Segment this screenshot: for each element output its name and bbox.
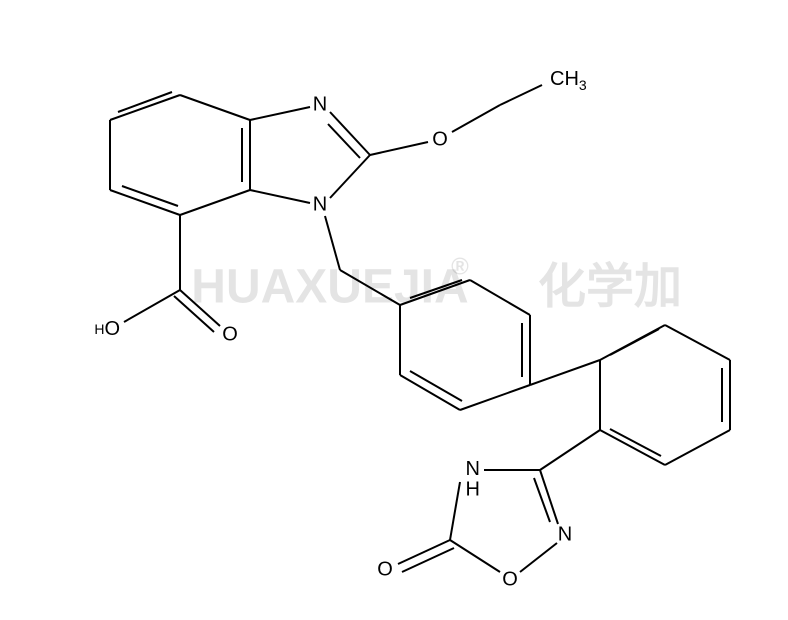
- atom-o-ring: O: [502, 568, 518, 590]
- atom-n-imine: N: [313, 93, 327, 115]
- atom-o-keto: O: [377, 558, 393, 580]
- watermark-reg: ®: [451, 253, 469, 280]
- atom-nh: N: [466, 458, 480, 480]
- atom-ch3: CH3: [550, 68, 587, 92]
- atom-n-amine: N: [313, 193, 327, 215]
- atom-o-dbl: O: [222, 323, 238, 345]
- watermark-latin: HUAXUEJIA: [191, 261, 468, 314]
- structure-svg: HUAXUEJIA ® 化学加: [0, 0, 788, 620]
- atom-o-ether: O: [432, 128, 448, 150]
- watermark-cjk: 化学加: [538, 261, 682, 314]
- bonds: [110, 85, 730, 572]
- atom-n-ring: N: [558, 523, 572, 545]
- atom-nh-h: H: [466, 478, 480, 500]
- chemical-structure-figure: HUAXUEJIA ® 化学加: [0, 0, 788, 620]
- atom-oh: HO: [94, 318, 120, 340]
